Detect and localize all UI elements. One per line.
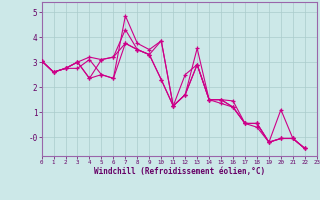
X-axis label: Windchill (Refroidissement éolien,°C): Windchill (Refroidissement éolien,°C) — [94, 167, 265, 176]
